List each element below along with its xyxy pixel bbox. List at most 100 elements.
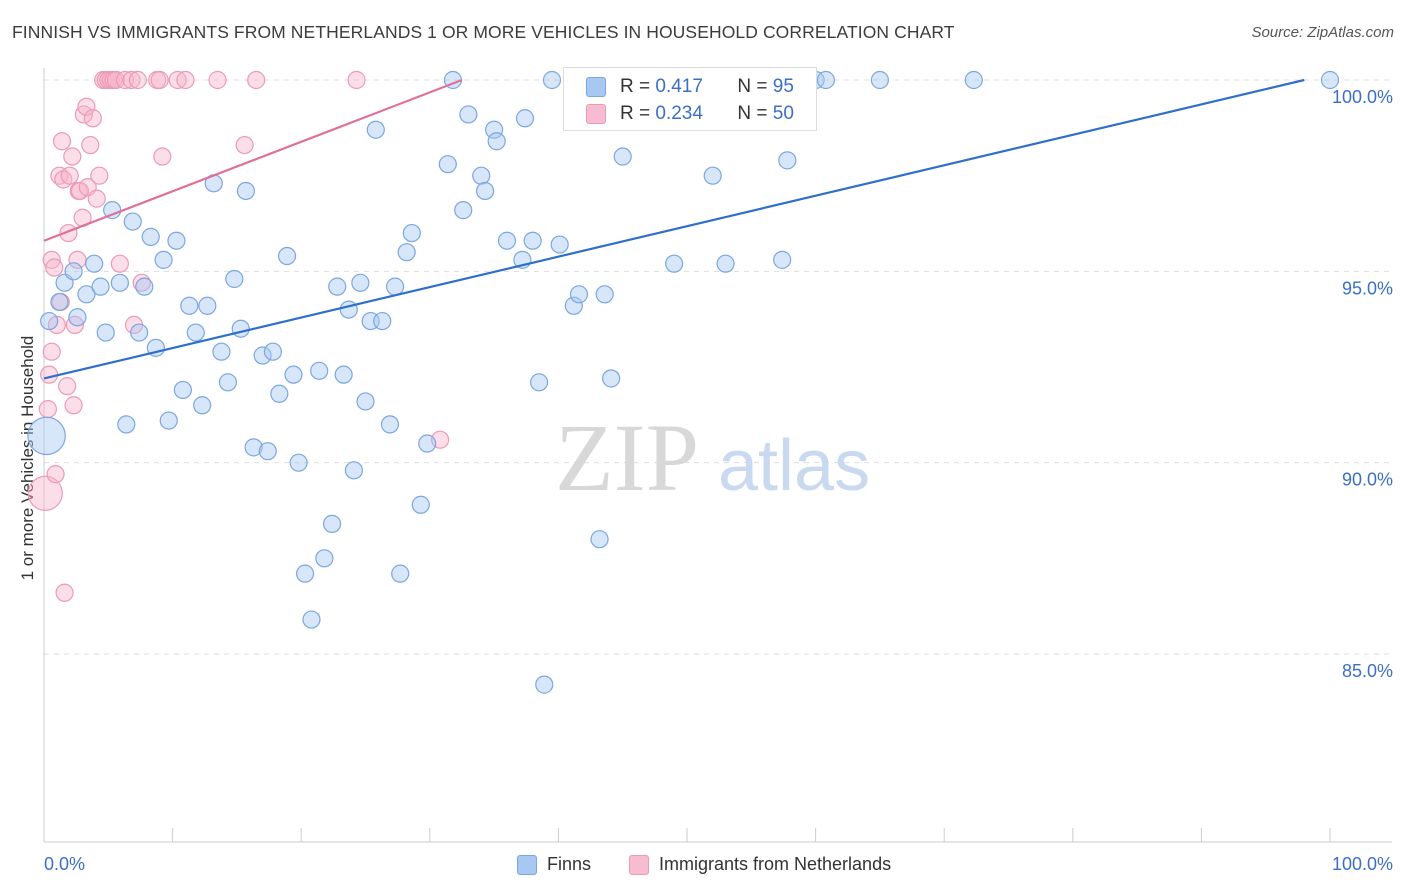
trend-lines bbox=[43, 78, 1305, 380]
neth-swatch bbox=[586, 104, 606, 124]
finns-point bbox=[530, 373, 549, 392]
stats-row-neth: R = 0.234 N = 50 bbox=[586, 101, 794, 127]
finns-point bbox=[289, 453, 308, 472]
x-tick-label: 100.0% bbox=[1332, 854, 1393, 874]
finns-point bbox=[91, 277, 110, 296]
finns-point bbox=[816, 70, 835, 90]
finns-point bbox=[310, 361, 329, 380]
neth-point bbox=[235, 135, 254, 155]
finns-point bbox=[244, 438, 263, 457]
y-tick-label: 90.0% bbox=[1342, 470, 1393, 490]
finns-point bbox=[263, 342, 283, 361]
finns-point bbox=[485, 120, 504, 139]
finns-point bbox=[397, 243, 416, 262]
finns-point bbox=[64, 262, 83, 281]
y-tick-label: 85.0% bbox=[1342, 661, 1393, 681]
neth-point bbox=[40, 365, 59, 384]
finns-point bbox=[225, 269, 244, 289]
finns-point bbox=[716, 254, 735, 273]
finns-point bbox=[117, 415, 136, 434]
neth-r-label: R = bbox=[620, 103, 656, 124]
finns-r-value: 0.417 bbox=[655, 76, 703, 97]
finns-point bbox=[212, 342, 231, 361]
finns-point bbox=[154, 250, 173, 269]
finns-point bbox=[487, 132, 506, 151]
x-tick-label: 0.0% bbox=[44, 854, 85, 874]
neth-point bbox=[153, 147, 172, 166]
finns-point bbox=[295, 564, 315, 583]
finns-point bbox=[96, 323, 115, 342]
finns-point bbox=[334, 365, 353, 384]
finns-point bbox=[141, 227, 160, 246]
finns-point bbox=[535, 675, 554, 694]
finns-point bbox=[1320, 70, 1340, 90]
finns-point bbox=[454, 201, 473, 220]
finns-point bbox=[258, 442, 277, 461]
finns-point bbox=[50, 292, 69, 312]
neth-point bbox=[347, 70, 366, 90]
watermark-zip: ZIP bbox=[555, 404, 699, 511]
finns-point bbox=[665, 254, 684, 273]
data-points bbox=[27, 70, 1340, 694]
finns-point bbox=[315, 549, 334, 568]
neth-point bbox=[60, 166, 79, 185]
neth-point bbox=[168, 70, 187, 90]
neth-r-value: 0.234 bbox=[655, 103, 703, 124]
y-tick-label: 100.0% bbox=[1332, 87, 1393, 107]
neth-point bbox=[150, 70, 169, 90]
finns-point bbox=[135, 277, 154, 296]
y-tick-label: 95.0% bbox=[1342, 278, 1393, 298]
neth-n-label: N = bbox=[737, 103, 773, 124]
legend-item-neth: Immigrants from Netherlands bbox=[629, 854, 891, 875]
watermark-atlas: atlas bbox=[718, 426, 870, 506]
neth-point bbox=[90, 166, 109, 185]
neth-point bbox=[45, 258, 64, 277]
finns-point bbox=[373, 311, 392, 331]
neth-point bbox=[58, 377, 77, 396]
finns-point bbox=[964, 70, 983, 90]
finns-point bbox=[198, 296, 217, 315]
finns-point bbox=[344, 461, 364, 480]
finns-point bbox=[703, 166, 722, 185]
gridlines bbox=[44, 79, 1392, 655]
neth-point bbox=[176, 70, 195, 90]
finns-point bbox=[231, 319, 250, 338]
neth-point bbox=[128, 70, 147, 90]
neth-point bbox=[38, 399, 57, 419]
finns-point bbox=[180, 296, 199, 315]
neth-point bbox=[55, 583, 74, 602]
chart-title: FINNISH VS IMMIGRANTS FROM NETHERLANDS 1… bbox=[12, 22, 955, 42]
neth-point bbox=[122, 70, 141, 90]
neth-point bbox=[77, 97, 96, 116]
finns-point bbox=[351, 273, 370, 292]
stats-row-finns: R = 0.417 N = 95 bbox=[586, 74, 794, 100]
neth-point bbox=[64, 396, 83, 415]
finns-point bbox=[564, 296, 583, 315]
finns-point bbox=[270, 384, 289, 403]
finns-n-value: 95 bbox=[772, 76, 794, 97]
neth-point bbox=[208, 70, 227, 90]
neth-point bbox=[81, 135, 100, 155]
neth-trend-line bbox=[43, 78, 463, 242]
legend-label-neth: Immigrants from Netherlands bbox=[659, 854, 892, 874]
finns-point bbox=[542, 70, 562, 90]
finns-point bbox=[27, 416, 66, 456]
legend-item-finns: Finns bbox=[517, 854, 591, 875]
neth-point bbox=[87, 189, 106, 208]
finns-point bbox=[472, 166, 491, 185]
finns-point bbox=[356, 392, 375, 411]
finns-point bbox=[328, 277, 347, 296]
finns-point bbox=[193, 396, 212, 415]
finns-point bbox=[186, 323, 205, 342]
finns-point bbox=[459, 105, 478, 124]
neth-point bbox=[247, 70, 266, 90]
neth-point bbox=[83, 109, 102, 128]
legend-swatch-finns bbox=[517, 854, 537, 875]
tick-labels: 85.0% 90.0% 95.0% 100.0% 0.0% 100.0% bbox=[44, 87, 1393, 874]
finns-point bbox=[110, 273, 129, 292]
finns-point bbox=[613, 147, 632, 166]
neth-point bbox=[63, 147, 82, 166]
bottom-legend: Finns Immigrants from Netherlands bbox=[0, 850, 1406, 880]
finns-point bbox=[385, 277, 405, 296]
